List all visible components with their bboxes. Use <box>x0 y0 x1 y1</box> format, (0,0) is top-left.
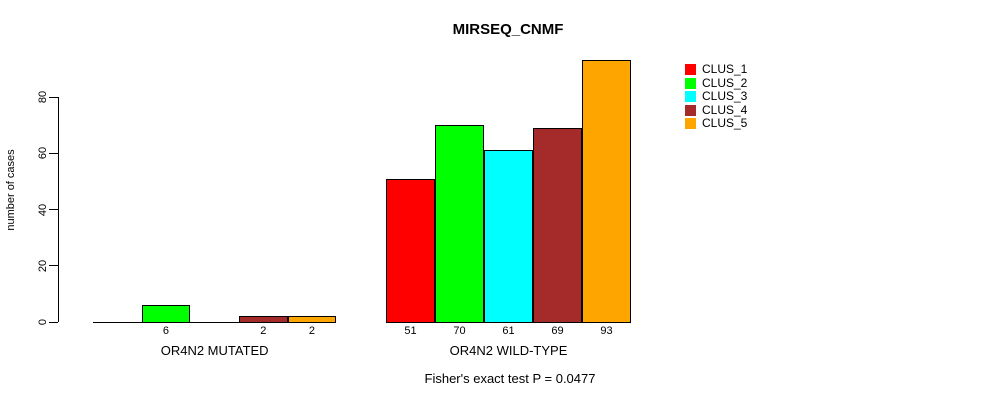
y-tick-label: 80 <box>37 90 49 104</box>
y-tick-mark <box>49 265 58 267</box>
bar-clus_4 <box>533 127 582 323</box>
bar-value-label: 2 <box>260 325 267 337</box>
bar-clus_2 <box>435 125 484 323</box>
bar-value-label: 69 <box>551 325 564 337</box>
legend-row: CLUS_2 <box>685 75 748 91</box>
group-label: OR4N2 MUTATED <box>160 343 269 358</box>
y-tick-label: 40 <box>37 203 49 216</box>
legend-swatch-clus_1 <box>685 64 696 76</box>
legend-label: CLUS_2 <box>702 75 748 90</box>
group-label: OR4N2 WILD-TYPE <box>449 343 568 358</box>
bar-clus_5 <box>582 60 631 323</box>
legend-label: CLUS_5 <box>702 116 748 130</box>
legend-swatch-clus_2 <box>685 77 696 89</box>
bar-clus_5 <box>287 316 337 323</box>
y-axis-title: number of cases <box>5 149 17 231</box>
bar-clus_4 <box>238 316 288 323</box>
legend: CLUS_1 CLUS_2 CLUS_3 CLUS_4 CLUS_5 <box>685 62 748 131</box>
fisher-test-subtitle: Fisher's exact test P = 0.0477 <box>424 371 596 386</box>
bar-group-baseline <box>93 322 337 323</box>
bar-value-label: 70 <box>453 325 466 337</box>
y-tick-mark <box>49 321 58 323</box>
legend-label: CLUS_3 <box>702 89 748 103</box>
bar-value-label: 6 <box>162 325 170 337</box>
bar-value-label: 93 <box>600 325 613 337</box>
y-tick-label: 0 <box>37 318 49 326</box>
bar-value-label: 2 <box>308 325 316 337</box>
bar-value-label: 61 <box>502 325 515 337</box>
legend-label: CLUS_4 <box>702 102 748 117</box>
legend-row: CLUS_3 <box>685 89 748 104</box>
legend-row: CLUS_4 <box>685 102 748 118</box>
bar-value-label: 51 <box>404 325 417 337</box>
y-axis-line <box>58 97 59 322</box>
legend-row: CLUS_1 <box>685 62 748 77</box>
bar-clus_3 <box>484 150 533 323</box>
chart-title: MIRSEQ_CNMF <box>452 21 564 38</box>
bar-clus_1 <box>386 178 435 323</box>
y-tick-label: 20 <box>37 259 49 272</box>
y-tick-mark <box>49 152 58 154</box>
y-tick-label: 60 <box>37 147 49 160</box>
y-tick-mark <box>49 96 58 98</box>
y-tick-mark <box>49 209 58 210</box>
legend-swatch-clus_5 <box>685 118 696 130</box>
legend-swatch-clus_3 <box>685 91 696 103</box>
bar-clus_2 <box>141 305 191 323</box>
legend-swatch-clus_4 <box>685 104 696 116</box>
legend-row: CLUS_5 <box>685 116 748 131</box>
legend-label: CLUS_1 <box>702 62 748 76</box>
